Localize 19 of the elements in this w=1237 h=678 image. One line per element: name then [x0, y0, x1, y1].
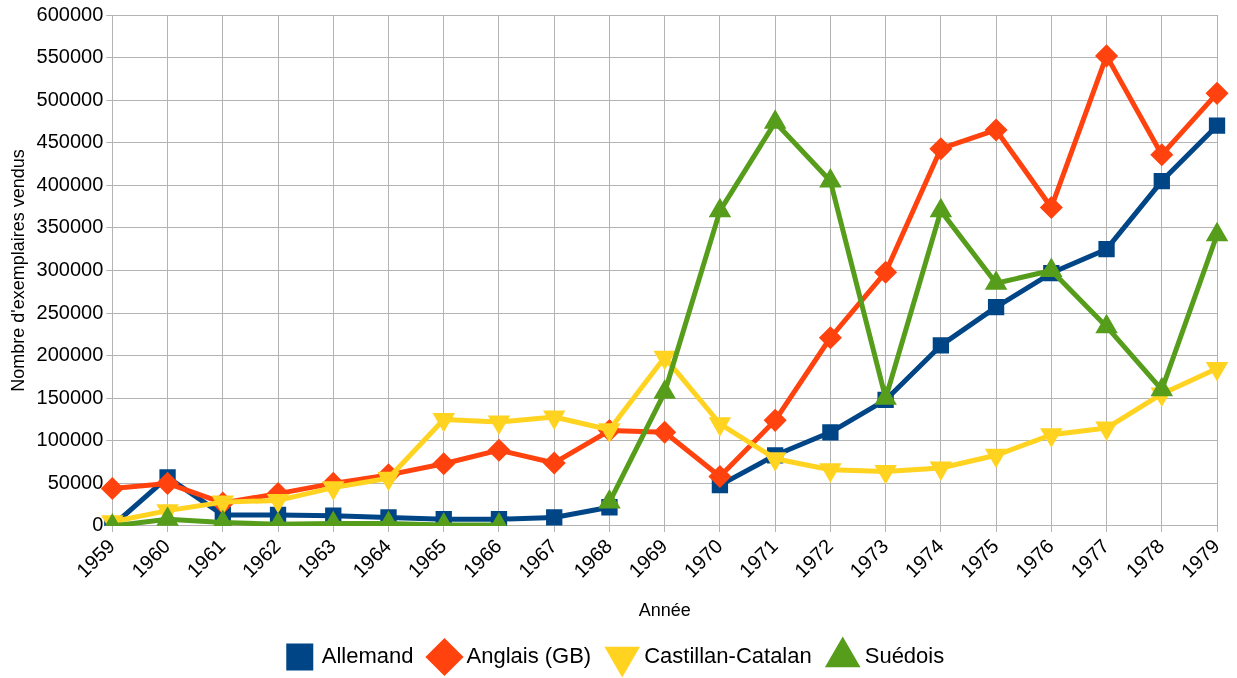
y-tick-label: 400000: [36, 172, 104, 195]
y-tick-label: 50000: [47, 470, 104, 493]
legend-label: Anglais (GB): [466, 643, 592, 669]
y-tick-label: 250000: [36, 300, 104, 323]
x-axis-title: Année: [638, 600, 691, 621]
y-tick-label: 300000: [36, 258, 104, 280]
y-tick-label: 0: [92, 513, 104, 536]
legend-label: Suédois: [864, 643, 945, 669]
y-tick-label: 450000: [36, 130, 104, 153]
y-tick-label: 550000: [36, 45, 104, 68]
legend-label: Castillan-Catalan: [644, 643, 812, 669]
y-tick-label: 600000: [36, 2, 104, 25]
legend-label: Allemand: [321, 643, 414, 669]
y-axis-title: Nombre d'exemplaires vendus: [7, 149, 28, 392]
y-tick-label: 100000: [36, 428, 104, 451]
y-tick-label: 200000: [36, 343, 104, 366]
y-tick-label: 500000: [36, 87, 104, 110]
y-tick-label: 150000: [36, 385, 104, 408]
y-tick-label: 350000: [36, 215, 104, 238]
